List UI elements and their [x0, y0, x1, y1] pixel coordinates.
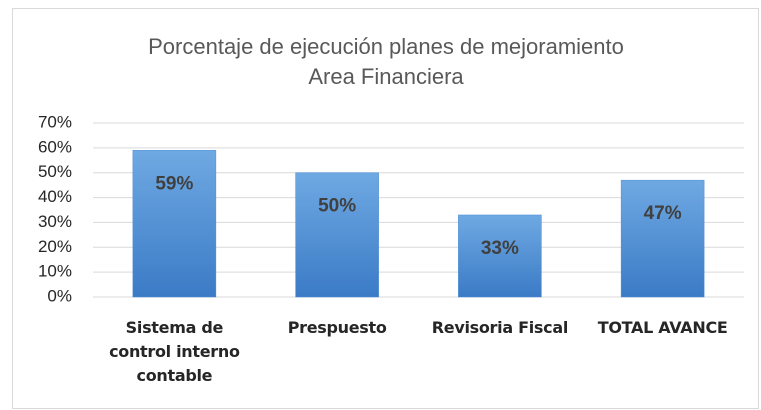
data-label: 47% [644, 203, 682, 224]
y-tick-label: 50% [38, 162, 72, 181]
data-label: 59% [155, 173, 193, 194]
y-tick-label: 30% [38, 212, 72, 231]
y-tick-label: 60% [38, 137, 72, 156]
bar [620, 179, 705, 298]
y-tick-label: 70% [38, 112, 72, 131]
y-tick-label: 20% [38, 237, 72, 256]
x-tick-label: Sistema de control interno contable [109, 318, 240, 385]
data-label: 50% [318, 196, 356, 217]
bar [132, 150, 217, 298]
y-tick-label: 10% [38, 262, 72, 281]
y-tick-label: 40% [38, 187, 72, 206]
x-tick-label: Revisoria Fiscal [431, 318, 569, 337]
data-label: 33% [481, 238, 519, 259]
bar [458, 214, 542, 298]
y-tick-label: 0% [47, 286, 72, 305]
bar [295, 172, 379, 298]
x-tick-label: Prespuesto [287, 318, 387, 337]
chart-title: Area Financiera [308, 64, 464, 89]
chart-title: Porcentaje de ejecución planes de mejora… [148, 34, 624, 59]
x-tick-label: TOTAL AVANCE [597, 318, 728, 337]
